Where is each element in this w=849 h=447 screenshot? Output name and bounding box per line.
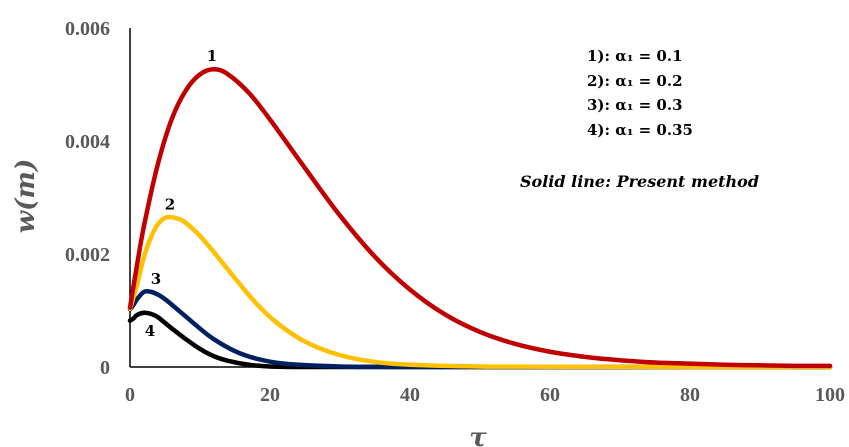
legend: 1): α₁ = 0.1 2): α₁ = 0.2 3): α₁ = 0.3 4… — [587, 47, 693, 139]
x-tick-label: 40 — [400, 384, 420, 406]
legend-entry-4: 4): α₁ = 0.35 — [587, 121, 693, 139]
series-3-label: 3 — [151, 270, 161, 288]
tick-labels: 0 20 40 60 80 100 0 0.002 0.004 0.006 — [65, 18, 845, 406]
x-tick-label: 20 — [260, 384, 280, 406]
y-tick-label: 0 — [100, 357, 110, 379]
y-tick-label: 0.004 — [65, 131, 110, 153]
y-tick-label: 0.006 — [65, 18, 110, 40]
x-tick-label: 80 — [680, 384, 700, 406]
x-tick-label: 0 — [125, 384, 135, 406]
series-3-line — [127, 288, 833, 370]
series-4-label: 4 — [145, 322, 155, 340]
curves — [127, 66, 833, 370]
series-1-line — [127, 66, 833, 369]
series-2-label: 2 — [165, 195, 175, 213]
y-tick-label: 0.002 — [65, 244, 110, 266]
x-tick-label: 60 — [540, 384, 560, 406]
x-tick-label: 100 — [815, 384, 845, 406]
series-4-line — [127, 310, 833, 370]
series-1-label: 1 — [207, 47, 217, 65]
legend-entry-1: 1): α₁ = 0.1 — [587, 47, 683, 65]
x-axis-title: τ — [469, 423, 487, 447]
method-annotation: Solid line: Present method — [520, 172, 759, 191]
legend-entry-3: 3): α₁ = 0.3 — [587, 96, 683, 114]
series-2-line — [127, 214, 833, 370]
y-axis-title: w(m) — [11, 159, 41, 234]
curve-labels: 1 2 3 4 — [145, 47, 217, 340]
legend-entry-2: 2): α₁ = 0.2 — [587, 72, 683, 90]
